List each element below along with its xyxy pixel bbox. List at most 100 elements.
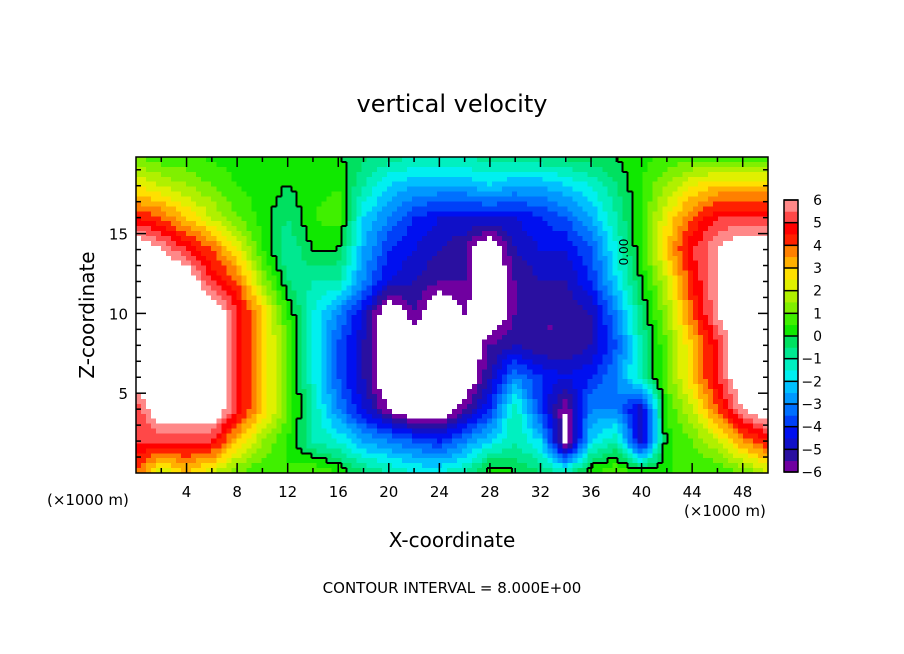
heatmap-cell xyxy=(341,231,348,237)
heatmap-cell xyxy=(452,226,458,232)
heatmap-cell xyxy=(276,305,283,311)
heatmap-cell xyxy=(306,255,313,262)
heatmap-cell xyxy=(196,300,202,306)
heatmap-cell xyxy=(727,260,734,267)
heatmap-cell xyxy=(246,305,252,311)
heatmap-cell xyxy=(642,255,649,262)
heatmap-cell xyxy=(206,295,212,301)
heatmap-cell xyxy=(697,181,704,188)
heatmap-cell xyxy=(336,211,343,217)
heatmap-cell xyxy=(196,270,202,277)
heatmap-cell xyxy=(381,275,388,282)
heatmap-cell xyxy=(472,240,478,247)
heatmap-cell xyxy=(171,161,177,168)
heatmap-cell xyxy=(467,305,473,311)
heatmap-cell xyxy=(281,171,288,178)
heatmap-cell xyxy=(241,280,247,286)
heatmap-cell xyxy=(251,329,257,336)
heatmap-cell xyxy=(176,349,182,356)
heatmap-cell xyxy=(426,250,433,257)
heatmap-cell xyxy=(301,236,308,242)
heatmap-cell xyxy=(146,300,152,306)
heatmap-cell xyxy=(622,275,629,282)
heatmap-cell xyxy=(757,305,764,311)
heatmap-cell xyxy=(166,211,172,217)
heatmap-cell xyxy=(271,260,278,267)
heatmap-cell xyxy=(547,260,553,267)
heatmap-cell xyxy=(236,226,242,232)
heatmap-cell xyxy=(411,295,418,301)
heatmap-cell xyxy=(587,310,594,316)
heatmap-cell xyxy=(256,270,262,277)
heatmap-cell xyxy=(702,186,709,193)
heatmap-cell xyxy=(256,285,262,291)
heatmap-cell xyxy=(572,290,578,296)
heatmap-cell xyxy=(286,240,293,247)
heatmap-cell xyxy=(261,245,268,252)
heatmap-cell xyxy=(236,171,242,178)
heatmap-cell xyxy=(597,166,604,173)
heatmap-cell xyxy=(632,176,639,183)
heatmap-cell xyxy=(597,236,604,242)
heatmap-cell xyxy=(617,324,624,331)
heatmap-cell xyxy=(657,166,664,173)
heatmap-cell xyxy=(191,334,197,341)
heatmap-cell xyxy=(587,240,594,247)
heatmap-cell xyxy=(431,319,438,326)
heatmap-cell xyxy=(266,305,273,311)
heatmap-cell xyxy=(702,329,709,336)
heatmap-cell xyxy=(436,344,443,351)
heatmap-cell xyxy=(757,344,764,351)
heatmap-cell xyxy=(396,161,403,168)
heatmap-cell xyxy=(627,339,634,346)
heatmap-cell xyxy=(346,295,353,301)
heatmap-cell xyxy=(436,329,443,336)
heatmap-cell xyxy=(612,236,619,242)
heatmap-cell xyxy=(497,290,503,296)
heatmap-cell xyxy=(376,171,383,178)
heatmap-cell xyxy=(742,191,749,198)
heatmap-cell xyxy=(612,255,619,262)
heatmap-cell xyxy=(241,196,247,203)
heatmap-cell xyxy=(752,206,759,212)
heatmap-cell xyxy=(622,176,629,183)
heatmap-cell xyxy=(677,176,684,183)
heatmap-cell xyxy=(246,275,252,282)
heatmap-cell xyxy=(251,186,257,193)
heatmap-cell xyxy=(136,206,142,212)
heatmap-cell xyxy=(361,176,368,183)
heatmap-cell xyxy=(446,344,453,351)
heatmap-cell xyxy=(441,231,448,237)
heatmap-cell xyxy=(181,349,187,356)
heatmap-cell xyxy=(226,285,232,291)
heatmap-cell xyxy=(421,166,428,173)
heatmap-cell xyxy=(186,324,192,331)
heatmap-cell xyxy=(592,245,599,252)
heatmap-cell xyxy=(156,226,162,232)
heatmap-cell xyxy=(296,265,303,272)
heatmap-cell xyxy=(236,344,242,351)
heatmap-cell xyxy=(692,181,699,188)
heatmap-cell xyxy=(391,181,398,188)
heatmap-cell xyxy=(396,290,403,296)
heatmap-cell xyxy=(667,245,674,252)
heatmap-cell xyxy=(577,339,584,346)
heatmap-cell xyxy=(622,236,629,242)
heatmap-cell xyxy=(156,231,162,237)
heatmap-cell xyxy=(316,196,323,203)
heatmap-cell xyxy=(492,349,498,356)
heatmap-cell xyxy=(301,231,308,237)
heatmap-cell xyxy=(281,329,288,336)
heatmap-cell xyxy=(406,166,413,173)
heatmap-cell xyxy=(256,186,262,193)
heatmap-cell xyxy=(306,176,313,183)
heatmap-cell xyxy=(286,196,293,203)
heatmap-cell xyxy=(406,285,413,291)
heatmap-cell xyxy=(331,310,338,316)
heatmap-cell xyxy=(457,250,463,257)
heatmap-cell xyxy=(687,260,694,267)
heatmap-cell xyxy=(567,315,573,321)
heatmap-cell xyxy=(361,216,368,222)
heatmap-cell xyxy=(296,300,303,306)
heatmap-cell xyxy=(311,290,318,296)
